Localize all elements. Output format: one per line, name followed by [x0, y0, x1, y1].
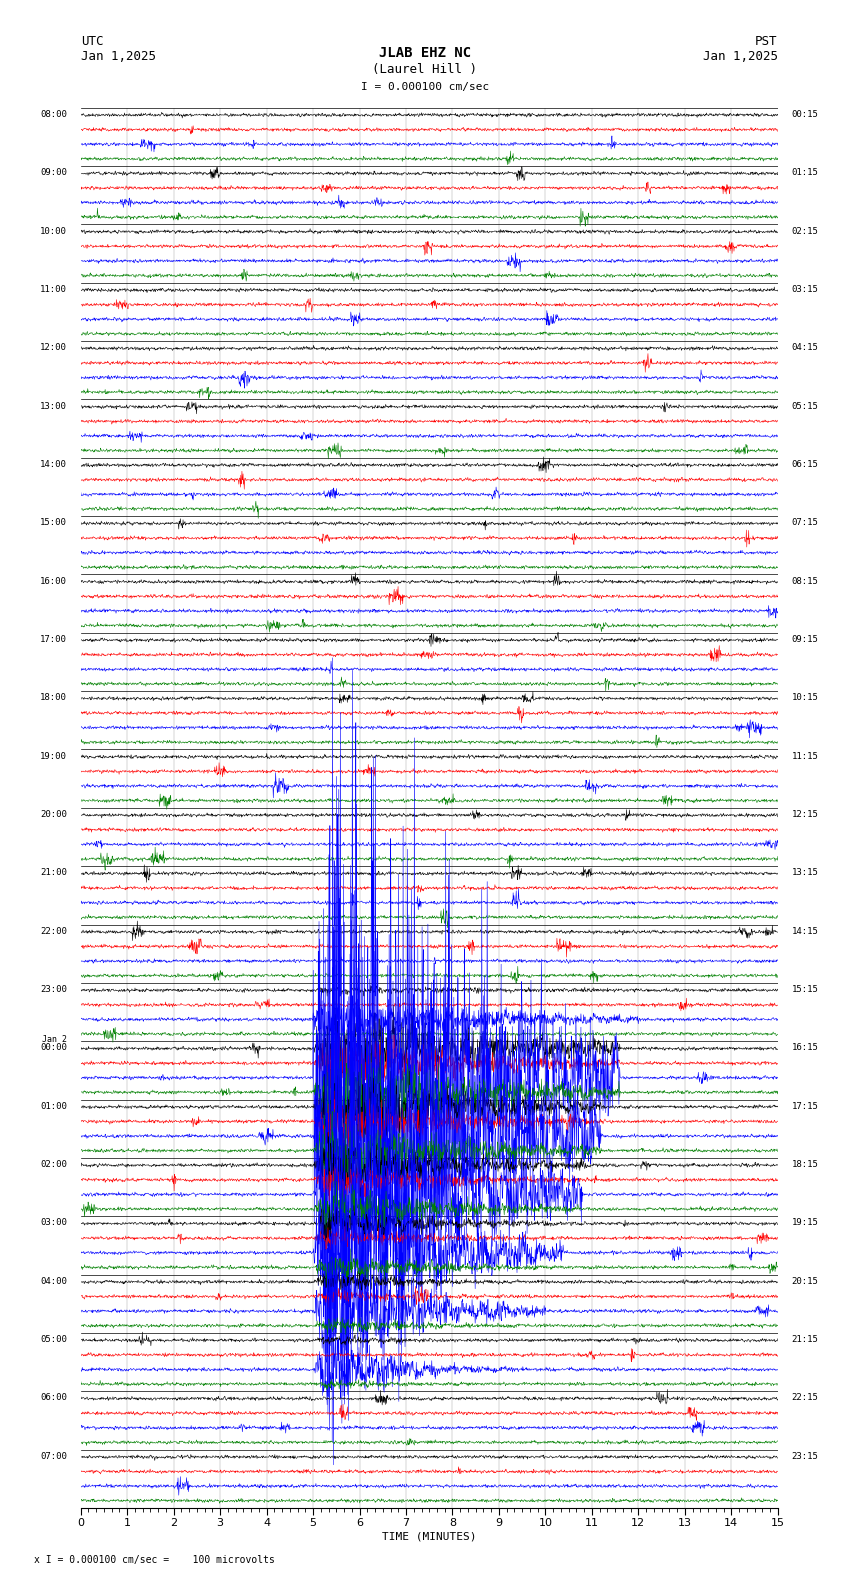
- Text: Jan 2: Jan 2: [42, 1034, 67, 1044]
- Text: 05:00: 05:00: [40, 1335, 67, 1345]
- Text: (Laurel Hill ): (Laurel Hill ): [372, 63, 478, 76]
- Text: 09:15: 09:15: [791, 635, 819, 645]
- Text: 10:15: 10:15: [791, 694, 819, 702]
- Text: 02:00: 02:00: [40, 1159, 67, 1169]
- Text: 13:15: 13:15: [791, 868, 819, 878]
- Text: 03:00: 03:00: [40, 1218, 67, 1228]
- Text: 01:15: 01:15: [791, 168, 819, 177]
- Text: 04:00: 04:00: [40, 1277, 67, 1286]
- Text: 15:00: 15:00: [40, 518, 67, 527]
- Text: 14:15: 14:15: [791, 927, 819, 936]
- Text: Jan 1,2025: Jan 1,2025: [81, 51, 156, 63]
- Text: Jan 1,2025: Jan 1,2025: [703, 51, 778, 63]
- Text: 06:00: 06:00: [40, 1394, 67, 1402]
- Text: 22:00: 22:00: [40, 927, 67, 936]
- Text: 09:00: 09:00: [40, 168, 67, 177]
- Text: 17:15: 17:15: [791, 1102, 819, 1110]
- Text: 07:00: 07:00: [40, 1453, 67, 1460]
- Text: 11:15: 11:15: [791, 752, 819, 760]
- Text: UTC: UTC: [81, 35, 103, 48]
- Text: 00:00: 00:00: [40, 1044, 67, 1052]
- Text: 20:00: 20:00: [40, 809, 67, 819]
- Text: 16:00: 16:00: [40, 577, 67, 586]
- Text: 16:15: 16:15: [791, 1044, 819, 1052]
- Text: 18:00: 18:00: [40, 694, 67, 702]
- Text: 11:00: 11:00: [40, 285, 67, 295]
- Text: 20:15: 20:15: [791, 1277, 819, 1286]
- Text: 01:00: 01:00: [40, 1102, 67, 1110]
- Text: 03:15: 03:15: [791, 285, 819, 295]
- Text: 19:00: 19:00: [40, 752, 67, 760]
- Text: 08:00: 08:00: [40, 109, 67, 119]
- Text: JLAB EHZ NC: JLAB EHZ NC: [379, 46, 471, 60]
- Text: 15:15: 15:15: [791, 985, 819, 995]
- Text: 21:15: 21:15: [791, 1335, 819, 1345]
- Text: 14:00: 14:00: [40, 459, 67, 469]
- Text: 12:00: 12:00: [40, 344, 67, 352]
- Text: 08:15: 08:15: [791, 577, 819, 586]
- Text: 04:15: 04:15: [791, 344, 819, 352]
- Text: 22:15: 22:15: [791, 1394, 819, 1402]
- Text: 18:15: 18:15: [791, 1159, 819, 1169]
- Text: 02:15: 02:15: [791, 227, 819, 236]
- Text: 12:15: 12:15: [791, 809, 819, 819]
- Text: 06:15: 06:15: [791, 459, 819, 469]
- Text: 23:00: 23:00: [40, 985, 67, 995]
- Text: 00:15: 00:15: [791, 109, 819, 119]
- X-axis label: TIME (MINUTES): TIME (MINUTES): [382, 1532, 477, 1541]
- Text: 19:15: 19:15: [791, 1218, 819, 1228]
- Text: 07:15: 07:15: [791, 518, 819, 527]
- Text: PST: PST: [756, 35, 778, 48]
- Text: 10:00: 10:00: [40, 227, 67, 236]
- Text: 17:00: 17:00: [40, 635, 67, 645]
- Text: 05:15: 05:15: [791, 402, 819, 410]
- Text: 23:15: 23:15: [791, 1453, 819, 1460]
- Text: I = 0.000100 cm/sec: I = 0.000100 cm/sec: [361, 82, 489, 92]
- Text: 13:00: 13:00: [40, 402, 67, 410]
- Text: 21:00: 21:00: [40, 868, 67, 878]
- Text: x I = 0.000100 cm/sec =    100 microvolts: x I = 0.000100 cm/sec = 100 microvolts: [34, 1555, 275, 1565]
